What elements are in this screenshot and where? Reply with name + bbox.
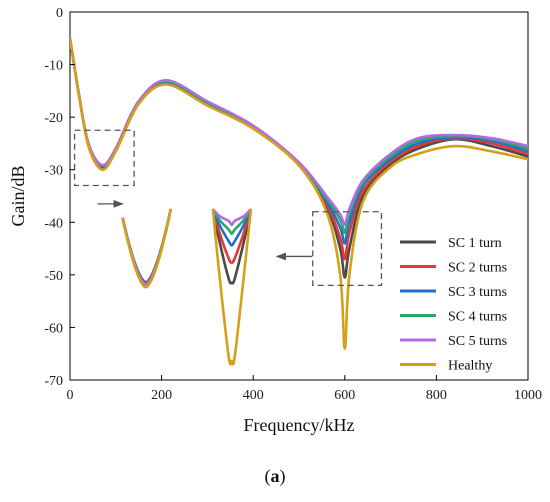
x-tick-label: 600 (334, 388, 355, 403)
y-tick-label: -60 (44, 321, 63, 336)
x-tick-label: 1000 (514, 388, 542, 403)
y-axis-title: Gain/dB (8, 166, 28, 227)
inset-resonance-sc-1-turn (211, 208, 253, 285)
caption-letter: a (270, 466, 280, 486)
figure-caption: (a) (0, 466, 550, 487)
legend-label: SC 3 turns (448, 285, 507, 300)
legend-label: SC 5 turns (448, 334, 507, 349)
x-tick-label: 800 (426, 388, 447, 403)
y-tick-label: 0 (56, 6, 63, 21)
y-tick-label: -10 (44, 59, 63, 74)
inset-resonance-healthy (211, 208, 253, 366)
inset-resonance-sc-2-turns (211, 208, 253, 264)
legend: SC 1 turn SC 2 turns SC 3 turns SC 4 turns S… (400, 236, 507, 374)
inset-resonance-sc-3-turns (211, 208, 253, 247)
zoom-callouts (73, 129, 383, 287)
y-tick-label: -30 (44, 164, 63, 179)
plot-area (69, 11, 529, 381)
series-line-sc-5-turns (70, 37, 528, 227)
y-tick-label: -40 (44, 216, 63, 231)
x-axis-title: Frequency/kHz (244, 415, 355, 435)
legend-label: SC 1 turn (448, 236, 502, 251)
legend-label: Healthy (448, 359, 492, 374)
caption-open-paren: ( (264, 466, 271, 486)
legend-label: SC 2 turns (448, 261, 507, 276)
x-tick-label: 400 (243, 388, 264, 403)
series-layer (70, 37, 528, 350)
x-tick-label: 200 (151, 388, 172, 403)
caption-close-paren: ) (279, 466, 286, 486)
y-tick-label: -50 (44, 269, 63, 284)
gain-frequency-chart: 0 200 400 600 800 10000-10-20-30-40-50-60-70 … (8, 6, 542, 435)
y-tick-label: -20 (44, 111, 63, 126)
inset-resonance-sc-4-turns (211, 208, 253, 235)
series-line-healthy (70, 37, 528, 350)
y-tick-label: -70 (44, 374, 63, 389)
inset-valley-healthy (121, 208, 173, 289)
x-tick-label: 0 (67, 388, 74, 403)
axis-ticks: 0 200 400 600 800 1000 0 -10 -20 -30 -40 -50 -60 -70 (44, 6, 542, 403)
zoom-box-low-frequency (73, 129, 135, 187)
legend-label: SC 4 turns (448, 310, 507, 325)
inset-resonance-sc-5-turns (211, 208, 252, 227)
zoom-inset (121, 208, 253, 366)
zoom-box-resonance (312, 211, 383, 287)
